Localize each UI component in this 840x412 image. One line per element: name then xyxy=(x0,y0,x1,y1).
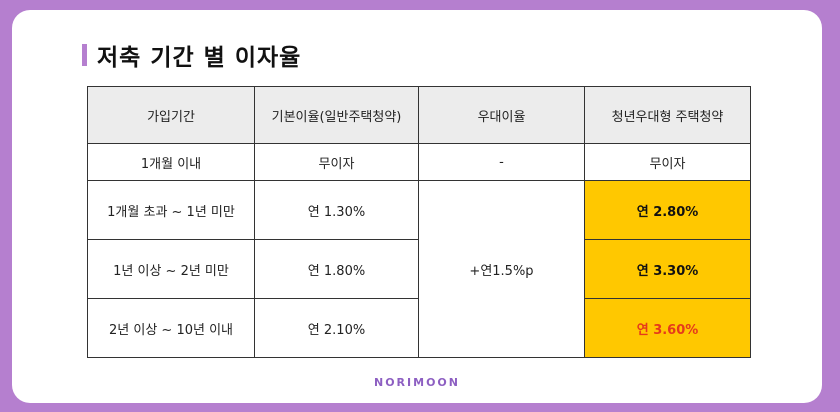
cell-period: 1개월 초과 ~ 1년 미만 xyxy=(87,180,255,240)
table-row: 1개월 이내 무이자 - 무이자 xyxy=(87,143,751,181)
cell-period: 1년 이상 ~ 2년 미만 xyxy=(87,239,255,299)
title-accent-bar xyxy=(82,44,87,66)
table-row: 1개월 초과 ~ 1년 미만 연 1.30% +연1.5%p 연 2.80% xyxy=(87,180,751,358)
header-youth-rate: 청년우대형 주택청약 xyxy=(584,86,751,144)
cell-youth-rate-highlight: 연 3.30% xyxy=(584,239,751,299)
table-header-row: 가입기간 기본이율(일반주택청약) 우대이율 청년우대형 주택청약 xyxy=(87,86,751,144)
cell-bonus-rate-merged: +연1.5%p xyxy=(418,180,585,358)
cell-base-rate: 무이자 xyxy=(254,143,419,181)
cell-period: 2년 이상 ~ 10년 이내 xyxy=(87,298,255,358)
cell-bonus-rate: - xyxy=(418,143,585,181)
cell-base-rate: 연 2.10% xyxy=(254,298,419,358)
interest-rate-table: 가입기간 기본이율(일반주택청약) 우대이율 청년우대형 주택청약 1개월 이내… xyxy=(87,86,751,358)
cell-youth-rate: 무이자 xyxy=(584,143,751,181)
table-row: 2년 이상 ~ 10년 이내 연 2.10% 연 3.60% xyxy=(87,298,751,358)
cell-youth-rate-highlight-red: 연 3.60% xyxy=(584,298,751,358)
brand-logo-text: NORIMOON xyxy=(374,376,460,389)
page-title: 저축 기간 별 이자율 xyxy=(97,45,302,71)
cell-base-rate: 연 1.30% xyxy=(254,180,419,240)
header-bonus-rate: 우대이율 xyxy=(418,86,585,144)
header-period: 가입기간 xyxy=(87,86,255,144)
slide-card: 저축 기간 별 이자율 가입기간 기본이율(일반주택청약) 우대이율 청년우대형… xyxy=(12,10,822,403)
cell-period: 1개월 이내 xyxy=(87,143,255,181)
cell-base-rate: 연 1.80% xyxy=(254,239,419,299)
header-base-rate: 기본이율(일반주택청약) xyxy=(254,86,419,144)
cell-youth-rate-highlight: 연 2.80% xyxy=(584,180,751,240)
title-area: 저축 기간 별 이자율 xyxy=(82,38,301,72)
table-row: 1년 이상 ~ 2년 미만 연 1.80% 연 3.30% xyxy=(87,239,751,299)
